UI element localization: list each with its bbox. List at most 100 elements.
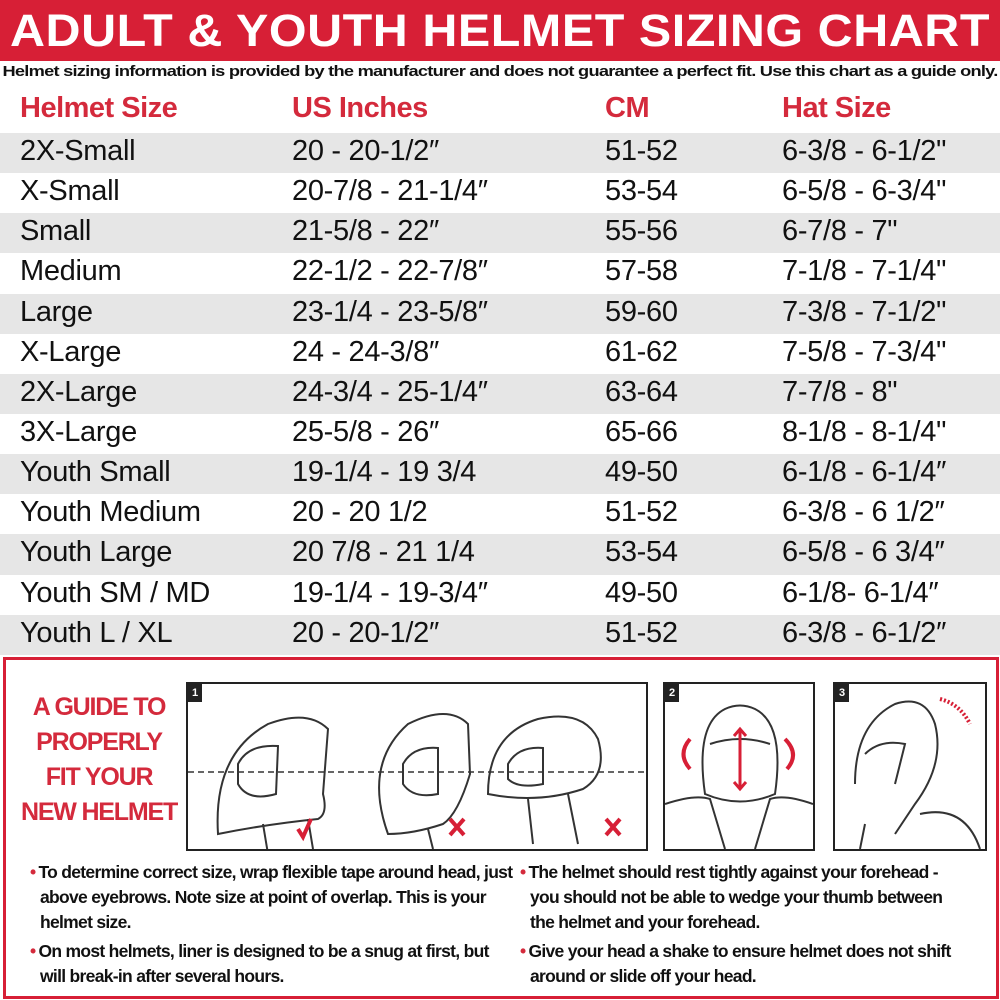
header-us-inches: US Inches	[292, 92, 428, 124]
cross-icon	[604, 817, 622, 837]
cell-cm: 51-52	[605, 135, 678, 167]
cell-us-inches: 24 - 24-3/8″	[292, 335, 439, 368]
cell-us-inches: 20 - 20-1/2″	[292, 616, 439, 649]
guide-title: A GUIDE TO PROPERLY FIT YOUR NEW HELMET	[14, 690, 184, 830]
bullet-text: On most helmets, liner is designed to be…	[28, 939, 518, 989]
cell-cm: 51-52	[605, 496, 678, 529]
table-row: Large 23-1/4 - 23-5/8″ 59-60 7-3/8 - 7-1/2"	[0, 293, 1000, 334]
panel-number: 3	[835, 684, 849, 702]
table-row: 2X-Small 20 - 20-1/2″ 51-52 6-3/8 - 6-1/2"	[0, 133, 1000, 174]
fit-guide: A GUIDE TO PROPERLY FIT YOUR NEW HELMET …	[3, 657, 999, 999]
cell-cm: 63-64	[605, 375, 678, 408]
guide-panel-1: 1	[186, 682, 648, 851]
guide-panel-3: 3	[833, 682, 987, 851]
cell-size: Youth Medium	[20, 496, 201, 529]
cross-icon	[448, 817, 466, 837]
guide-title-line: A GUIDE TO	[32, 693, 167, 721]
cell-size: Youth Large	[20, 536, 173, 569]
bullets-right: The helmet should rest tightly against y…	[518, 860, 968, 993]
cell-hat-size: 7-5/8 - 7-3/4"	[782, 335, 947, 368]
cell-us-inches: 20-7/8 - 21-1/4″	[292, 175, 488, 208]
header-cm: CM	[605, 92, 650, 124]
table-row: Small 21-5/8 - 22″ 55-56 6-7/8 - 7"	[0, 213, 1000, 254]
table-row: X-Large 24 - 24-3/8″ 61-62 7-5/8 - 7-3/4"	[0, 334, 1000, 374]
vertical-arrow-icon	[732, 726, 748, 792]
cell-size: Large	[20, 295, 93, 328]
cell-us-inches: 19-1/4 - 19 3/4	[292, 456, 477, 489]
bullets-left: To determine correct size, wrap flexible…	[28, 860, 518, 993]
table-row: 3X-Large 25-5/8 - 26″ 65-66 8-1/8 - 8-1/4"	[0, 414, 1000, 454]
cell-size: 3X-Large	[20, 415, 137, 448]
cell-hat-size: 6-3/8 - 6-1/2″	[782, 616, 947, 649]
disclaimer: Helmet sizing information is provided by…	[2, 64, 999, 80]
table-row: 2X-Large 24-3/4 - 25-1/4″ 63-64 7-7/8 - 8"	[0, 373, 1000, 414]
helmet-too-low	[378, 713, 472, 849]
cell-size: 2X-Large	[20, 375, 137, 408]
panel-number: 2	[665, 684, 679, 702]
table-header: Helmet Size US Inches CM Hat Size	[0, 90, 1000, 132]
cell-size: Youth SM / MD	[20, 576, 211, 609]
cell-us-inches: 24-3/4 - 25-1/4″	[292, 375, 488, 408]
table-row: Youth L / XL 20 - 20-1/2″ 51-52 6-3/8 - 6-1…	[0, 614, 1000, 655]
cell-us-inches: 23-1/4 - 23-5/8″	[292, 295, 488, 328]
cell-hat-size: 7-3/8 - 7-1/2"	[782, 295, 947, 328]
cell-hat-size: 6-3/8 - 6-1/2"	[782, 135, 947, 167]
cell-us-inches: 20 7/8 - 21 1/4	[292, 536, 475, 569]
bullet-text: To determine correct size, wrap flexible…	[28, 860, 518, 935]
cell-size: Youth Small	[20, 456, 171, 489]
cell-hat-size: 6-7/8 - 7"	[782, 215, 898, 248]
guide-title-line: PROPERLY	[36, 728, 163, 756]
curved-arrow-icon	[939, 697, 972, 725]
header-hat-size: Hat Size	[782, 92, 891, 124]
cell-us-inches: 19-1/4 - 19-3/4″	[292, 576, 488, 609]
table-row: Youth SM / MD 19-1/4 - 19-3/4″ 49-50 6-1/8-…	[0, 575, 1000, 615]
cell-us-inches: 25-5/8 - 26″	[292, 415, 439, 448]
guide-panel-2: 2	[663, 682, 815, 851]
helmet-front-shake	[665, 704, 813, 849]
sizing-table: 2X-Small 20 - 20-1/2″ 51-52 6-3/8 - 6-1/2" X…	[0, 133, 1000, 655]
table-row: X-Small 20-7/8 - 21-1/4″ 53-54 6-5/8 - 6-3/…	[0, 173, 1000, 213]
page-title: ADULT & YOUTH HELMET SIZING CHART	[0, 0, 1000, 61]
cell-size: 2X-Small	[20, 135, 136, 167]
table-row: Youth Large 20 7/8 - 21 1/4 53-54 6-5/8 - 6…	[0, 534, 1000, 575]
cell-cm: 51-52	[605, 616, 678, 649]
cell-hat-size: 6-5/8 - 6 3/4″	[782, 536, 945, 569]
bullet-text: Give your head a shake to ensure helmet …	[518, 939, 968, 989]
cell-cm: 57-58	[605, 255, 678, 288]
cell-cm: 61-62	[605, 335, 678, 368]
table-row: Youth Small 19-1/4 - 19 3/4 49-50 6-1/8 - 6…	[0, 454, 1000, 495]
cell-cm: 49-50	[605, 576, 678, 609]
bullet-text: The helmet should rest tightly against y…	[518, 860, 968, 935]
table-row: Medium 22-1/2 - 22-7/8″ 57-58 7-1/8 - 7-1/4…	[0, 253, 1000, 293]
check-icon	[296, 818, 313, 842]
cell-size: Youth L / XL	[20, 616, 173, 649]
cell-size: X-Large	[20, 335, 122, 368]
cell-cm: 53-54	[605, 175, 678, 208]
cell-size: Medium	[20, 255, 122, 288]
cell-us-inches: 22-1/2 - 22-7/8″	[292, 255, 488, 288]
cell-size: X-Small	[20, 175, 120, 208]
table-row: Youth Medium 20 - 20 1/2 51-52 6-3/8 - 6 1/…	[0, 494, 1000, 534]
guide-title-line: FIT YOUR	[45, 763, 154, 791]
cell-us-inches: 20 - 20-1/2″	[292, 135, 439, 167]
cell-cm: 65-66	[605, 415, 678, 448]
guide-title-line: NEW HELMET	[20, 798, 178, 826]
helmet-correct-fit	[216, 716, 330, 849]
cell-cm: 49-50	[605, 456, 678, 489]
cell-size: Small	[20, 215, 92, 248]
helmet-too-high	[486, 715, 602, 845]
cell-hat-size: 6-1/8- 6-1/4″	[782, 576, 939, 609]
cell-cm: 55-56	[605, 215, 678, 248]
cell-hat-size: 6-5/8 - 6-3/4"	[782, 175, 947, 208]
cell-hat-size: 6-3/8 - 6 1/2″	[782, 496, 945, 529]
panel-number: 1	[188, 684, 202, 702]
cell-hat-size: 6-1/8 - 6-1/4″	[782, 456, 947, 489]
cell-us-inches: 20 - 20 1/2	[292, 496, 428, 529]
cell-hat-size: 8-1/8 - 8-1/4"	[782, 415, 947, 448]
cell-cm: 53-54	[605, 536, 678, 569]
helmet-side-pull	[854, 697, 981, 849]
cell-cm: 59-60	[605, 295, 678, 328]
helmet-fit-illustration	[188, 713, 646, 849]
cell-hat-size: 7-1/8 - 7-1/4"	[782, 255, 947, 288]
rotate-arrow-icon	[681, 737, 795, 771]
